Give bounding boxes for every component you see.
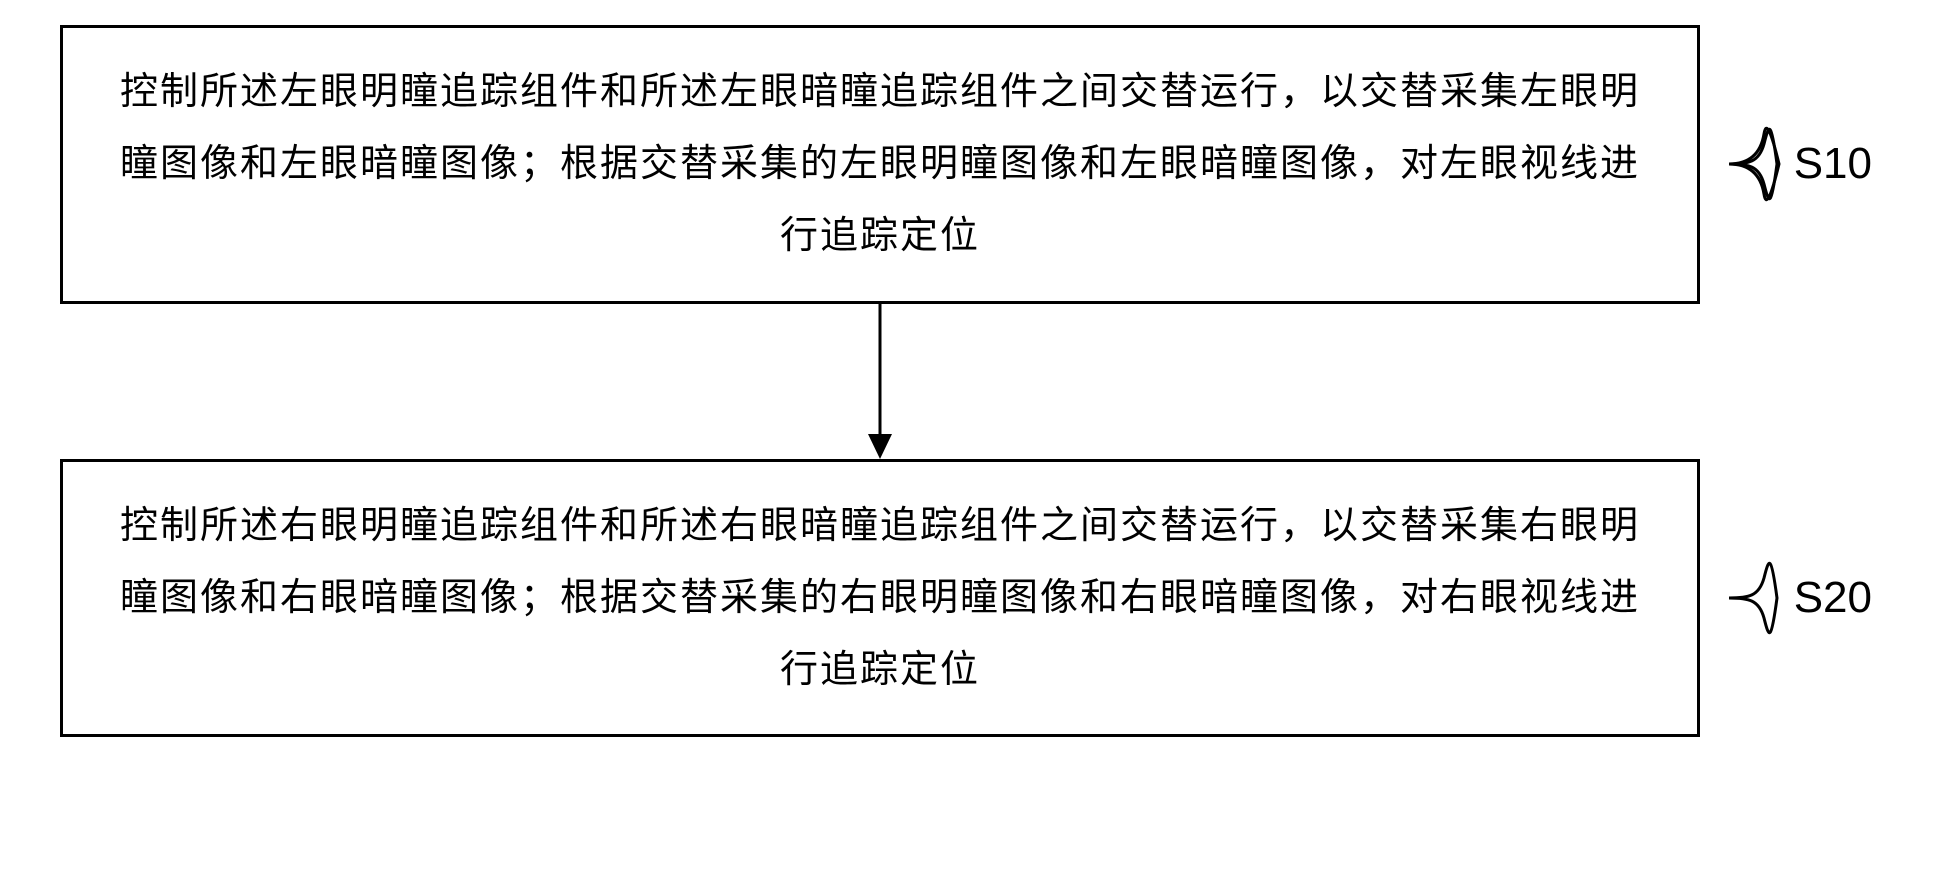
label-s20-text: S20: [1794, 573, 1872, 623]
label-s10-text: S10: [1794, 139, 1872, 189]
flow-step-s10-text: 控制所述左眼明瞳追踪组件和所述左眼暗瞳追踪组件之间交替运行，以交替采集左眼明瞳图…: [113, 56, 1647, 273]
flow-step-s10: 控制所述左眼明瞳追踪组件和所述左眼暗瞳追踪组件之间交替运行，以交替采集左眼明瞳图…: [60, 25, 1700, 304]
flowchart-container: 控制所述左眼明瞳追踪组件和所述左眼暗瞳追踪组件之间交替运行，以交替采集左眼明瞳图…: [60, 25, 1880, 737]
curve-connector-icon: [1729, 548, 1789, 648]
curve-connector-icon: [1729, 114, 1789, 214]
flow-step-s20: 控制所述右眼明瞳追踪组件和所述右眼暗瞳追踪组件之间交替运行，以交替采集右眼明瞳图…: [60, 459, 1700, 738]
arrow-s10-s20: [60, 304, 1700, 459]
flow-step-s20-text: 控制所述右眼明瞳追踪组件和所述右眼暗瞳追踪组件之间交替运行，以交替采集右眼明瞳图…: [113, 490, 1647, 707]
label-s10-wrapper: S10: [1729, 114, 1872, 214]
arrow-down-icon: [860, 304, 900, 459]
label-s20-wrapper: S20: [1729, 548, 1872, 648]
